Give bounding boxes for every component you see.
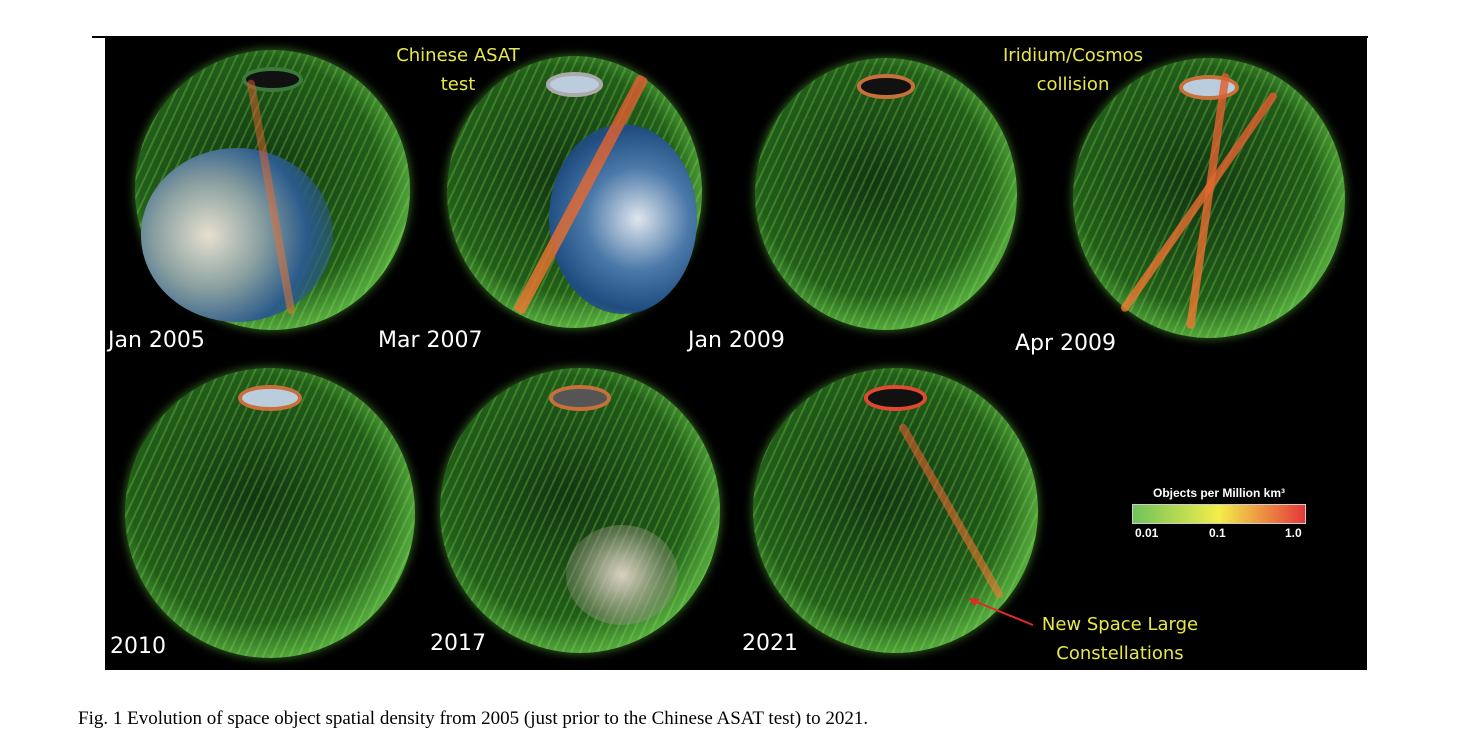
panel-label: 2010 xyxy=(110,634,166,659)
arrow-icon xyxy=(968,598,1034,626)
panel-label: Jan 2009 xyxy=(688,328,785,353)
annotation-asat: Chinese ASAT test xyxy=(396,45,520,95)
earth-image xyxy=(140,148,333,322)
sphere-mar-2007 xyxy=(447,56,702,328)
figure-caption: Fig. 1 Evolution of space object spatial… xyxy=(78,708,869,729)
panel-label: 2017 xyxy=(430,631,486,656)
sphere-apr-2009 xyxy=(1073,58,1345,338)
legend-tick: 0.1 xyxy=(1209,526,1226,540)
pole-ring xyxy=(857,74,915,99)
sphere-2017 xyxy=(440,368,720,653)
figure-image: Jan 2005 Mar 2007 Jan 2009 Apr 2009 2010… xyxy=(105,38,1367,670)
color-legend: Objects per Million km³ 0.01 0.1 1.0 xyxy=(1129,486,1309,540)
annotation-iridium: Iridium/Cosmos collision xyxy=(1002,45,1144,95)
sphere-2021 xyxy=(753,368,1038,653)
legend-title: Objects per Million km³ xyxy=(1152,486,1286,500)
sphere-jan-2009 xyxy=(755,58,1017,330)
sphere-jan-2005 xyxy=(135,50,410,330)
earth-image xyxy=(566,524,678,625)
debris-streak xyxy=(1185,72,1230,329)
legend-tick: 0.01 xyxy=(1135,526,1159,540)
panel-label: Jan 2005 xyxy=(108,328,205,353)
panel-label: 2021 xyxy=(742,631,798,656)
panel-label: Mar 2007 xyxy=(378,328,483,353)
sphere-2010 xyxy=(125,368,415,658)
page-rule xyxy=(92,36,1368,38)
panel-label: Apr 2009 xyxy=(1015,331,1117,356)
debris-streak xyxy=(897,422,1005,599)
pole-ring xyxy=(238,385,302,412)
pole-ring xyxy=(549,385,611,411)
annotation-new-space: New Space Large Constellations xyxy=(1041,614,1199,664)
pole-ring xyxy=(1179,74,1239,100)
pole-ring xyxy=(864,385,927,411)
legend-colorbar xyxy=(1132,504,1306,524)
legend-tick: 1.0 xyxy=(1285,526,1302,540)
pole-ring xyxy=(546,72,603,97)
